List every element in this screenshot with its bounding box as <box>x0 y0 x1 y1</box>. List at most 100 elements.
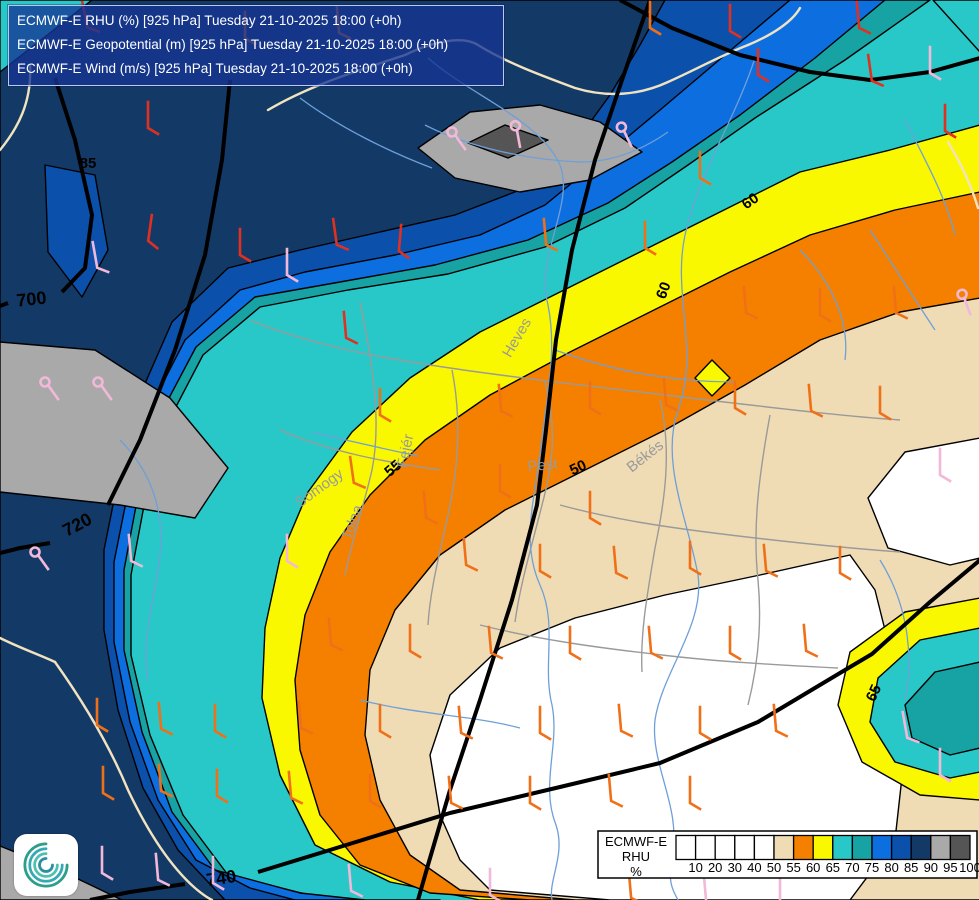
wind-barb <box>698 705 712 741</box>
county-border-line <box>479 624 839 669</box>
wind-barb <box>347 863 364 898</box>
calm-wind-marker <box>509 119 522 149</box>
met-logo <box>14 834 78 896</box>
wind-barb <box>943 103 957 139</box>
geopotential-contour-line <box>53 77 94 294</box>
wind-barb <box>528 775 542 811</box>
wind-barb <box>762 543 779 578</box>
river-line <box>904 119 956 236</box>
geopotential-contour-line <box>0 541 51 555</box>
rhu-contour-label-60: 60 <box>653 280 675 301</box>
legend-color-box <box>949 834 971 861</box>
county-borders <box>249 301 901 706</box>
geopotential-contour-line <box>106 79 232 506</box>
wind-barb <box>866 53 885 88</box>
legend-tick-value: 75 <box>865 860 879 875</box>
county-border-line <box>427 369 459 626</box>
wind-barb <box>538 543 552 579</box>
wind-barb <box>368 773 382 809</box>
legend-color-box <box>832 834 854 861</box>
river-line <box>424 124 669 163</box>
wind-barb <box>213 703 227 739</box>
rhu-contour-label-50: 50 <box>567 457 589 479</box>
wind-barb <box>348 455 367 490</box>
legend-tick-value: 55 <box>786 860 800 875</box>
rhu-contour-label-60: 60 <box>739 190 762 213</box>
wind-barb <box>588 380 602 416</box>
country-border-line <box>53 660 214 900</box>
wind-barb <box>462 537 479 572</box>
calm-wind-marker <box>39 376 60 401</box>
wind-barb <box>807 383 824 418</box>
legend-tick-value: 50 <box>767 860 781 875</box>
legend-color-box <box>694 834 716 861</box>
wind-barb <box>297 700 314 735</box>
wind-barb <box>662 377 679 412</box>
legend-tick-value: 40 <box>747 860 761 875</box>
map-title-box: ECMWF-E RHU (%) [925 hPa] Tuesday 21-10-… <box>8 5 504 86</box>
river-line <box>869 229 936 331</box>
wind-barb <box>408 623 422 659</box>
spiral-logo-icon <box>23 842 69 888</box>
legend-tick-value: 65 <box>826 860 840 875</box>
wind-barb <box>497 383 514 418</box>
wind-barb <box>154 852 171 887</box>
legend-color-box <box>851 834 873 861</box>
river-line <box>311 431 419 457</box>
county-border-line <box>279 429 441 471</box>
legend-color-box <box>753 834 775 861</box>
wind-barb <box>342 310 359 345</box>
legend-tick-value: 90 <box>924 860 938 875</box>
wind-barb <box>568 625 582 661</box>
title-line-geopotential: ECMWF-E Geopotential (m) [925 hPa] Tuesd… <box>17 37 449 52</box>
geopotential-contour-line <box>416 0 652 900</box>
wind-barb <box>378 703 392 739</box>
legend-title-line: ECMWF-E <box>605 834 667 849</box>
county-border-line <box>641 399 668 673</box>
river-line <box>119 439 162 681</box>
wind-barb <box>617 703 634 738</box>
rhu-90-95-wedge <box>0 341 229 519</box>
county-border-line <box>747 414 771 706</box>
rhu-contour-label-65: 65 <box>863 682 885 704</box>
wind-barb <box>457 705 474 740</box>
country-border-line <box>0 636 57 664</box>
rhu-65-70-corner-ne <box>932 0 979 52</box>
wind-barb <box>447 775 464 810</box>
rhu-80-85-inner-patch <box>44 164 109 298</box>
legend-tick-value: 20 <box>708 860 722 875</box>
river-line <box>554 349 736 383</box>
legend-tick-value: 30 <box>728 860 742 875</box>
wind-barb <box>728 625 742 661</box>
wind-barb <box>612 545 629 580</box>
wind-barb <box>938 447 952 483</box>
wind-barb <box>756 47 770 83</box>
wind-barb <box>146 213 160 251</box>
legend-tick-value: 10 <box>688 860 702 875</box>
wind-barb <box>647 625 664 660</box>
county-border-line <box>344 301 377 576</box>
wind-barb <box>101 765 115 801</box>
wind-barb <box>542 217 559 252</box>
geopotential-contour-line <box>257 558 979 874</box>
river-line <box>299 97 433 169</box>
calm-wind-marker <box>956 288 972 316</box>
county-label: Fejér <box>394 433 418 470</box>
wind-barb <box>327 617 344 652</box>
yellow-diamond <box>694 359 731 397</box>
legend-tick-value: 60 <box>806 860 820 875</box>
wind-barb <box>91 240 110 274</box>
wind-barb <box>688 540 702 576</box>
wind-barb <box>733 380 747 416</box>
wind-barb <box>588 490 602 526</box>
wind-barb <box>100 845 114 881</box>
wind-barb <box>211 855 225 891</box>
wind-barb <box>487 625 504 660</box>
wind-barb <box>331 217 350 252</box>
wind-barb <box>488 867 501 900</box>
country-border-line <box>746 6 802 47</box>
wind-barb <box>285 247 299 283</box>
